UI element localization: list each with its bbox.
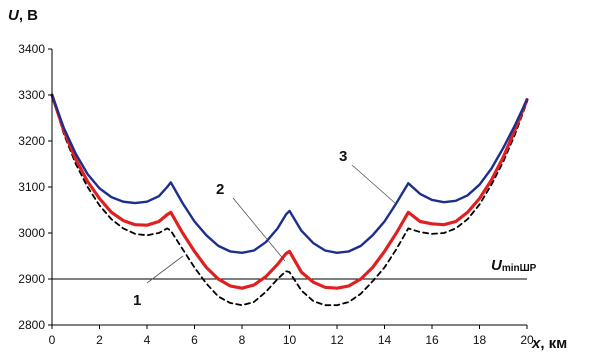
x-tick-label: 10 bbox=[283, 333, 297, 347]
x-tick-label: 16 bbox=[425, 333, 439, 347]
labels-group: U, В x, км UminШР bbox=[8, 7, 567, 352]
y-tick-label: 3400 bbox=[18, 42, 45, 56]
x-tick-label: 8 bbox=[239, 333, 246, 347]
x-tick-label: 6 bbox=[191, 333, 198, 347]
callout-leader-3 bbox=[351, 164, 396, 204]
y-tick-label: 3200 bbox=[18, 134, 45, 148]
x-tick-label: 14 bbox=[378, 333, 392, 347]
x-axis-variable: x bbox=[531, 335, 541, 352]
series-line-3 bbox=[50, 93, 529, 254]
series-line-2 bbox=[50, 93, 529, 290]
curve-label-1: 1 bbox=[133, 292, 141, 309]
callout-leader-2 bbox=[232, 197, 286, 262]
x-axis-title: x, км bbox=[531, 335, 567, 352]
reference-line-label-main: U bbox=[491, 257, 503, 274]
series-line-1 bbox=[51, 94, 528, 307]
x-tick-label: 18 bbox=[473, 333, 487, 347]
y-tick-label: 3300 bbox=[18, 88, 45, 102]
y-tick-label: 2800 bbox=[18, 318, 45, 332]
x-tick-label: 12 bbox=[330, 333, 344, 347]
ticks-group: 0 2 4 6 8 10 12 14 16 18 2028002900300031003200330… bbox=[18, 42, 534, 347]
curve-label-2: 2 bbox=[216, 181, 224, 198]
y-tick-label: 2900 bbox=[18, 272, 45, 286]
x-tick-label: 4 bbox=[144, 333, 151, 347]
reference-line-label: UminШР bbox=[491, 257, 537, 274]
curve-label-3: 3 bbox=[339, 148, 347, 165]
x-axis-unit: , км bbox=[540, 335, 567, 352]
series-group bbox=[50, 93, 529, 307]
y-axis-unit: , В bbox=[19, 7, 38, 24]
x-tick-label: 2 bbox=[96, 333, 103, 347]
axes-group bbox=[51, 49, 527, 326]
y-tick-label: 3000 bbox=[18, 226, 45, 240]
y-axis-title: U, В bbox=[8, 7, 38, 24]
curve-callouts-group: 1 2 3 bbox=[133, 148, 396, 309]
y-tick-label: 3100 bbox=[18, 180, 45, 194]
y-axis-variable: U bbox=[8, 7, 20, 24]
reference-line-label-sub: minШР bbox=[502, 263, 537, 274]
x-tick-label: 0 bbox=[49, 333, 56, 347]
callout-leader-1 bbox=[146, 255, 184, 284]
x-tick-label: 20 bbox=[520, 333, 534, 347]
